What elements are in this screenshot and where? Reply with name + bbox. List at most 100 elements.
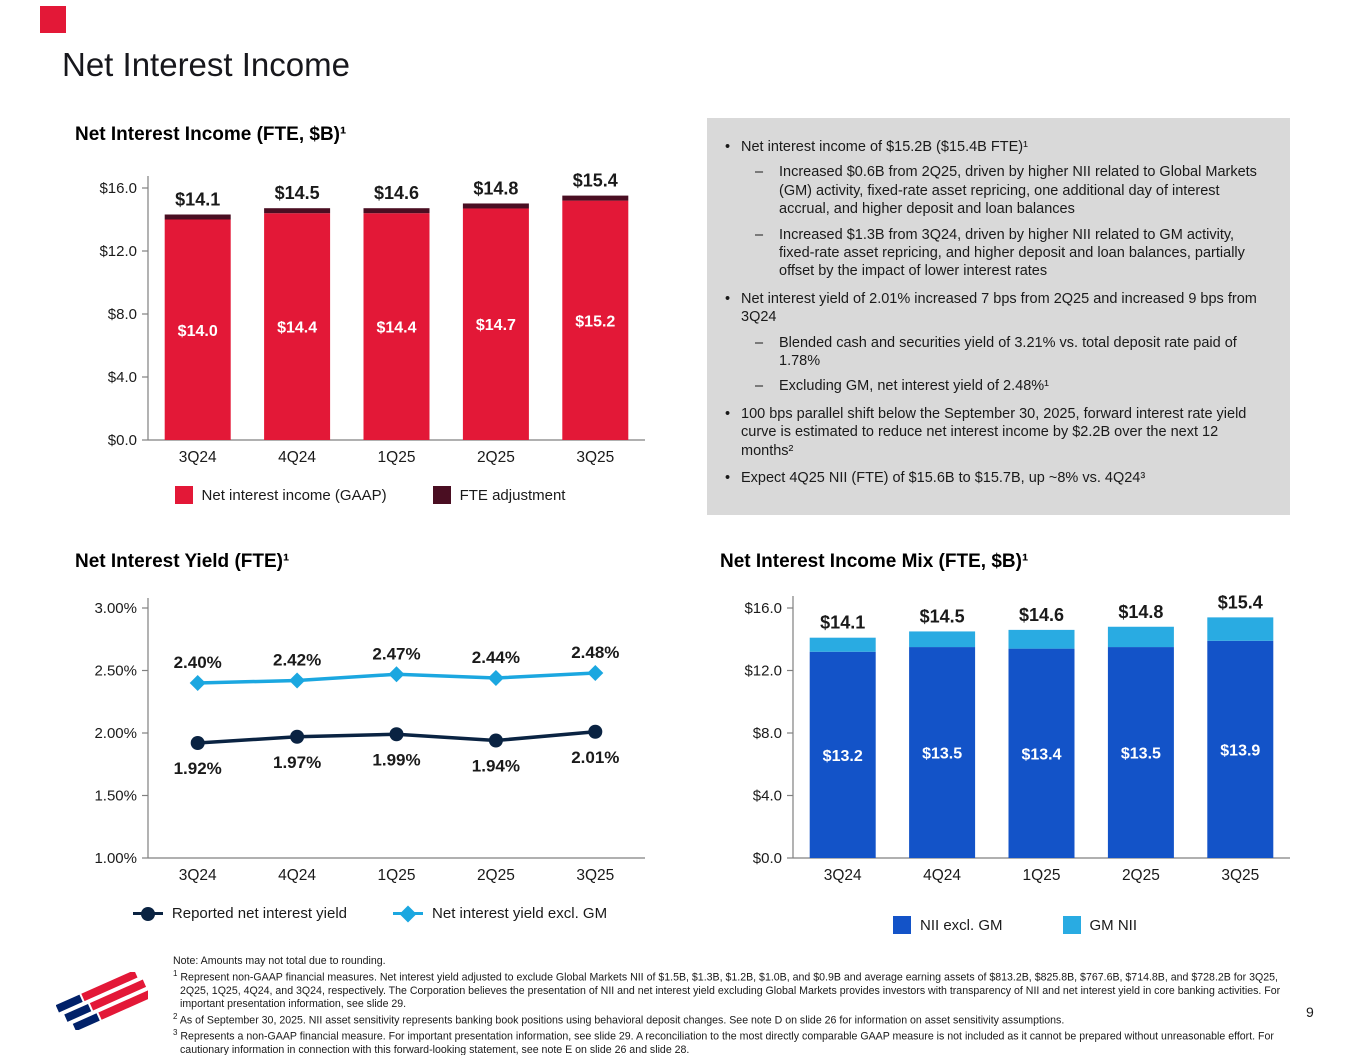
bar-segment [1207,640,1274,858]
page-number: 9 [1306,1004,1314,1020]
footnote-1: 1 Represent non-GAAP financial measures.… [173,968,1281,1011]
legend-item-fte: FTE adjustment [432,486,566,504]
commentary-bullet: – Increased $0.6B from 2Q25, driven by hi… [755,164,1257,218]
data-point [488,733,503,748]
point-value-label: 1.92% [174,759,222,778]
point-value-label: 2.47% [372,644,420,663]
x-category-label: 1Q25 [378,867,416,884]
legend-item-nii-excl-gm: NII excl. GM [892,916,1003,934]
data-point [487,670,504,686]
bar-total-label: $14.8 [473,178,518,198]
bar-value-label: $14.4 [376,320,416,337]
bar-segment [1008,648,1075,858]
x-category-label: 3Q24 [179,449,217,466]
mix-bar-chart: $0.0 $4.0 $8.0 $12.0 $16.0 $13.2 $14.1 3Q24 $13.… [744,592,1290,884]
y-tick-label: $12.0 [99,243,137,260]
bar-total-label: $14.5 [920,606,965,626]
point-value-label: 1.99% [372,750,420,769]
bar-total-label: $14.6 [374,183,419,203]
commentary-bullet: • Net interest yield of 2.01% increased 7… [725,290,1257,326]
bar-segment [462,203,529,209]
yield-chart-title: Net Interest Yield (FTE)¹ [75,551,290,572]
yield-chart-legend: Reported net interest yield Net interest… [70,905,670,922]
bank-of-america-logo [56,972,148,1030]
commentary-bullet: – Excluding GM, net interest yield of 2.4… [755,378,1049,395]
gaap-legend-label: Net interest income (GAAP) [201,486,387,504]
data-point [190,736,205,750]
bar-value-label: $13.4 [1021,746,1061,763]
reported-yield-legend-marker [132,906,163,922]
y-tick-label: 2.50% [94,663,137,680]
footnote-3: 3 Represents a non-GAAP financial measur… [173,1027,1274,1055]
bar-value-label: $14.7 [476,317,516,334]
footnotes: Note: Amounts may not total due to round… [173,955,1300,1055]
y-tick-label: $8.0 [753,725,782,742]
legend-item-gaap: Net interest income (GAAP) [174,486,387,504]
legend-item-reported-yield: Reported net interest yield [132,905,347,922]
nii-chart-legend: Net interest income (GAAP) FTE adjustmen… [70,486,670,504]
bar-value-label: $13.9 [1220,742,1260,759]
nii-excl-gm-legend-swatch [892,916,911,934]
commentary-bullet: – Blended cash and securities yield of 3.… [755,334,1237,370]
legend-item-yield-excl-gm: Net interest yield excl. GM [393,905,607,922]
bar-segment [462,208,529,440]
data-point [389,727,404,742]
bar-segment [264,213,331,440]
y-tick-label: 1.50% [94,788,137,805]
point-value-label: 1.97% [273,753,321,772]
x-category-label: 4Q24 [923,867,961,884]
bar-value-label: $15.2 [575,313,615,330]
point-value-label: 2.44% [472,648,520,667]
bar-segment [1008,629,1075,649]
yield-line-chart: 1.00% 1.50% 2.00% 2.50% 3.00% 3Q24 4Q24 1Q25 2Q2… [94,598,645,884]
bar-total-label: $14.6 [1019,605,1064,625]
x-category-label: 3Q24 [824,867,862,884]
x-category-label: 3Q25 [576,449,614,466]
x-category-label: 1Q25 [378,449,416,466]
fte-legend-label: FTE adjustment [459,486,566,504]
data-point [189,675,206,691]
bar-segment [164,219,231,440]
y-tick-label: $4.0 [108,369,137,386]
x-category-label: 2Q25 [477,449,515,466]
commentary-bullet: – Increased $1.3B from 3Q24, driven by hi… [755,226,1245,280]
data-point [290,729,305,744]
x-category-label: 3Q24 [179,867,217,884]
data-point [588,724,603,739]
point-value-label: 1.94% [472,757,520,776]
point-value-label: 2.42% [273,651,321,670]
y-tick-label: $4.0 [753,788,782,805]
y-tick-label: $0.0 [753,850,782,867]
bar-value-label: $13.5 [922,746,962,763]
bar-segment [1107,626,1174,648]
x-category-label: 3Q25 [576,867,614,884]
nii-chart-title: Net Interest Income (FTE, $B)¹ [75,124,347,145]
point-value-label: 2.40% [174,653,222,672]
legend-item-gm-nii: GM NII [1062,916,1137,934]
mix-chart-title: Net Interest Income Mix (FTE, $B)¹ [720,551,1029,572]
accent-square [40,6,66,33]
x-category-label: 2Q25 [477,867,515,884]
x-category-label: 1Q25 [1023,867,1061,884]
x-category-label: 3Q25 [1221,867,1259,884]
y-tick-label: 2.00% [94,725,137,742]
point-value-label: 2.48% [571,643,619,662]
bar-segment [909,647,976,858]
bar-value-label: $14.4 [277,320,317,337]
mix-chart-legend: NII excl. GM GM NII [715,916,1315,934]
bar-value-label: $13.2 [823,748,863,765]
bar-value-label: $14.0 [178,323,218,340]
bar-total-label: $14.5 [275,183,320,203]
commentary-box: • Net interest income of $15.2B ($15.4B F… [707,118,1290,515]
gm-nii-legend-swatch [1062,916,1081,934]
data-point [289,672,306,689]
yield-excl-gm-legend-label: Net interest yield excl. GM [432,905,608,922]
nii-bar-chart: $0.0 $4.0 $8.0 $12.0 $16.0 $14.0 $14.1 3Q24 $14.… [99,171,645,466]
page-title: Net Interest Income [62,46,350,83]
nii-excl-gm-legend-label: NII excl. GM [919,916,1003,934]
bar-total-label: $14.8 [1118,602,1163,622]
bar-segment [809,651,876,858]
data-point [587,665,604,681]
x-category-label: 4Q24 [278,867,316,884]
fte-legend-swatch [432,486,451,504]
